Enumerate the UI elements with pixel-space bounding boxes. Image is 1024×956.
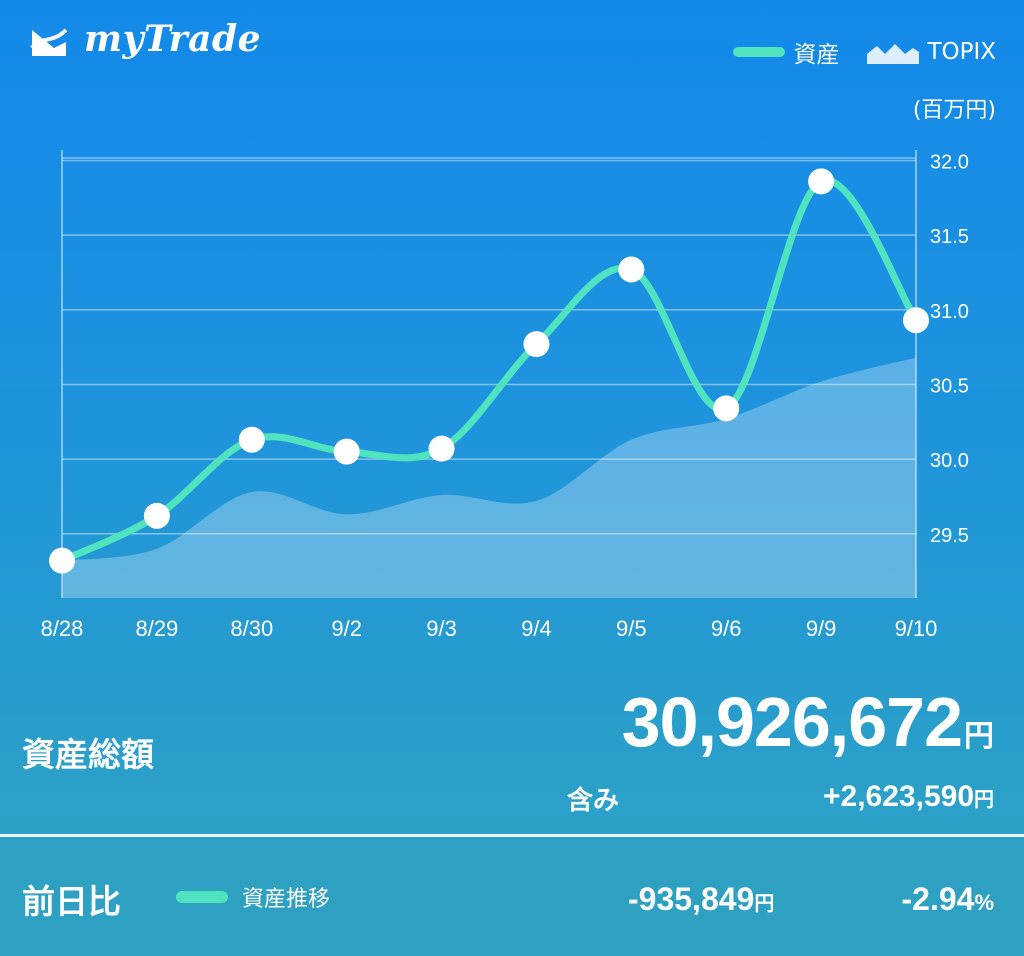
legend-item-topix: TOPIX xyxy=(867,39,996,65)
total-assets-label: 資産総額 xyxy=(22,735,154,774)
day-change-value: -935,849 xyxy=(628,881,755,917)
day-change-pct-value: -2.94 xyxy=(901,881,975,917)
day-change-bar[interactable]: 前日比 資産推移 -935,849円 -2.94% xyxy=(0,837,1024,956)
x-tick-label: 9/10 xyxy=(895,616,938,641)
data-point-assets[interactable] xyxy=(903,307,929,334)
y-tick-label: 31.0 xyxy=(930,301,969,323)
asset-trend-label: 資産推移 xyxy=(242,887,331,912)
y-tick-label: 32.0 xyxy=(930,151,969,173)
header: myTrade 資産 TOPIX (百万円) xyxy=(0,0,1024,123)
y-tick-label: 29.5 xyxy=(930,525,969,547)
unrealized-unit: 円 xyxy=(974,789,994,811)
series-area-topix xyxy=(62,357,916,598)
unrealized-label: 含み xyxy=(567,786,620,816)
app-name: myTrade xyxy=(84,18,262,60)
x-tick-label: 9/6 xyxy=(711,616,742,641)
x-tick-label: 9/4 xyxy=(521,616,552,641)
day-change-unit: 円 xyxy=(754,893,775,915)
y-tick-label: 30.5 xyxy=(930,375,969,397)
day-change-label: 前日比 xyxy=(22,882,121,921)
total-assets-unit: 円 xyxy=(964,719,994,754)
day-change-amount: -935,849円 xyxy=(628,881,774,918)
unrealized-value: +2,623,590 xyxy=(823,780,974,813)
x-tick-label: 9/3 xyxy=(426,616,457,641)
data-point-assets[interactable] xyxy=(143,502,170,529)
x-tick-label: 9/2 xyxy=(331,616,362,641)
y-tick-label: 31.5 xyxy=(930,226,969,248)
chart-legend: 資産 TOPIX xyxy=(733,34,996,70)
data-point-assets[interactable] xyxy=(713,395,740,422)
asset-trend-legend: 資産推移 xyxy=(176,881,330,913)
data-point-assets[interactable] xyxy=(618,256,645,283)
unrealized-amount: +2,623,590円 xyxy=(823,780,994,814)
x-tick-label: 9/5 xyxy=(616,616,647,641)
data-point-assets[interactable] xyxy=(49,547,75,574)
line-swatch-icon xyxy=(733,47,786,57)
line-swatch-icon xyxy=(176,891,228,903)
data-point-assets[interactable] xyxy=(333,438,360,465)
section-divider xyxy=(0,834,1024,837)
x-tick-label: 9/9 xyxy=(806,616,837,641)
legend-item-assets: 資産 xyxy=(733,35,839,69)
area-swatch-icon xyxy=(867,44,920,64)
asset-summary: 資産総額 30,926,672 円 含み +2,623,590円 xyxy=(0,670,1024,833)
x-tick-label: 8/28 xyxy=(41,616,84,641)
data-point-assets[interactable] xyxy=(808,168,835,195)
data-point-assets[interactable] xyxy=(523,331,550,358)
day-change-pct-unit: % xyxy=(974,890,994,915)
data-point-assets[interactable] xyxy=(428,435,455,462)
x-tick-label: 8/29 xyxy=(135,616,178,641)
day-change-percent: -2.94% xyxy=(902,881,995,918)
trade-logo-icon xyxy=(30,28,68,56)
unit-label: (百万円) xyxy=(912,98,996,123)
asset-chart[interactable]: 29.5 30.0 30.5 31.0 31.5 32.0 8/28 8/29 8/30 9/2 9… xyxy=(0,140,1024,660)
legend-label-topix: TOPIX xyxy=(927,39,996,65)
x-tick-label: 8/30 xyxy=(230,616,273,641)
data-point-assets[interactable] xyxy=(238,426,265,453)
total-assets-amount: 30,926,672 円 xyxy=(622,682,994,762)
total-assets-value: 30,926,672 xyxy=(621,683,963,761)
y-tick-label: 30.0 xyxy=(930,450,969,472)
legend-label-assets: 資産 xyxy=(793,42,840,68)
